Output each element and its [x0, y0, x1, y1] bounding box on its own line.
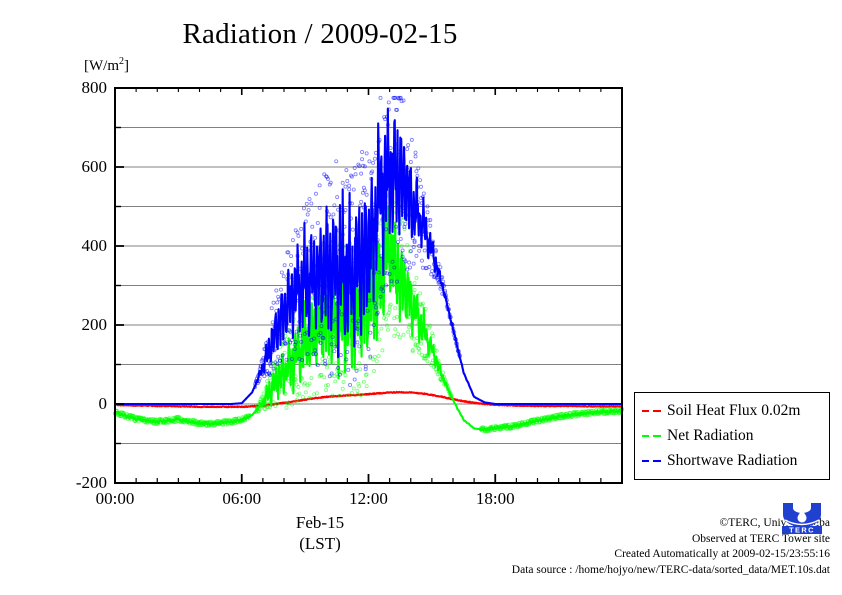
series-line [114, 205, 623, 432]
footer-line: ©TERC, Univ. Tsukuba [719, 517, 830, 529]
series-soil-heat-flux-0-02m [114, 390, 623, 409]
x-tick-label: 18:00 [475, 489, 515, 508]
legend-color-swatch [642, 456, 662, 466]
y-unit-base: [W/m [84, 58, 119, 74]
y-tick-label: -200 [75, 473, 107, 492]
legend-item[interactable]: Soil Heat Flux 0.02m [635, 398, 829, 423]
legend-label: Soil Heat Flux 0.02m [667, 401, 801, 419]
legend-item[interactable]: Net Radiation [635, 423, 829, 448]
chart-title: Radiation / 2009-02-15 [182, 18, 458, 50]
footer-line: Created Automatically at 2009-02-15/23:5… [614, 548, 830, 560]
y-axis-unit-label: [W/m2] [84, 56, 129, 75]
x-tick-label: 06:00 [222, 489, 262, 508]
y-tick-label: 400 [81, 236, 108, 255]
series-line [114, 390, 623, 409]
legend-label: Net Radiation [667, 426, 754, 444]
chart-legend: Soil Heat Flux 0.02m Net Radiation Shortwa… [634, 392, 830, 480]
svg-text:TERC: TERC [789, 526, 815, 535]
y-unit-tail: ] [124, 58, 129, 74]
footer-credits: ©TERC, Univ. Tsukuba Observed at TERC Tow… [410, 516, 830, 578]
footer-line: Data source : /home/hojyo/new/TERC-data/… [511, 563, 830, 576]
legend-item[interactable]: Shortwave Radiation [635, 448, 829, 473]
terc-logo-icon: TERC [782, 503, 822, 535]
legend-color-swatch [642, 406, 662, 416]
y-tick-label: 200 [81, 315, 108, 334]
x-axis-timezone-label: (LST) [299, 534, 341, 553]
y-tick-label: 600 [81, 157, 108, 176]
series-line [114, 107, 623, 406]
footer-line: Observed at TERC Tower site [691, 532, 830, 545]
x-tick-label: 00:00 [95, 489, 135, 508]
legend-color-swatch [642, 431, 662, 441]
x-tick-label: 12:00 [349, 489, 388, 508]
x-axis-caption: Feb-15 (LST) [0, 512, 640, 554]
y-tick-label: 0 [98, 394, 108, 413]
series-net-radiation [113, 177, 624, 434]
x-axis-date-label: Feb-15 [295, 513, 345, 532]
series-shortwave-radiation [114, 95, 623, 406]
y-tick-label: 800 [81, 78, 108, 97]
y-unit-exponent: 2 [119, 56, 124, 67]
legend-label: Shortwave Radiation [667, 451, 798, 469]
